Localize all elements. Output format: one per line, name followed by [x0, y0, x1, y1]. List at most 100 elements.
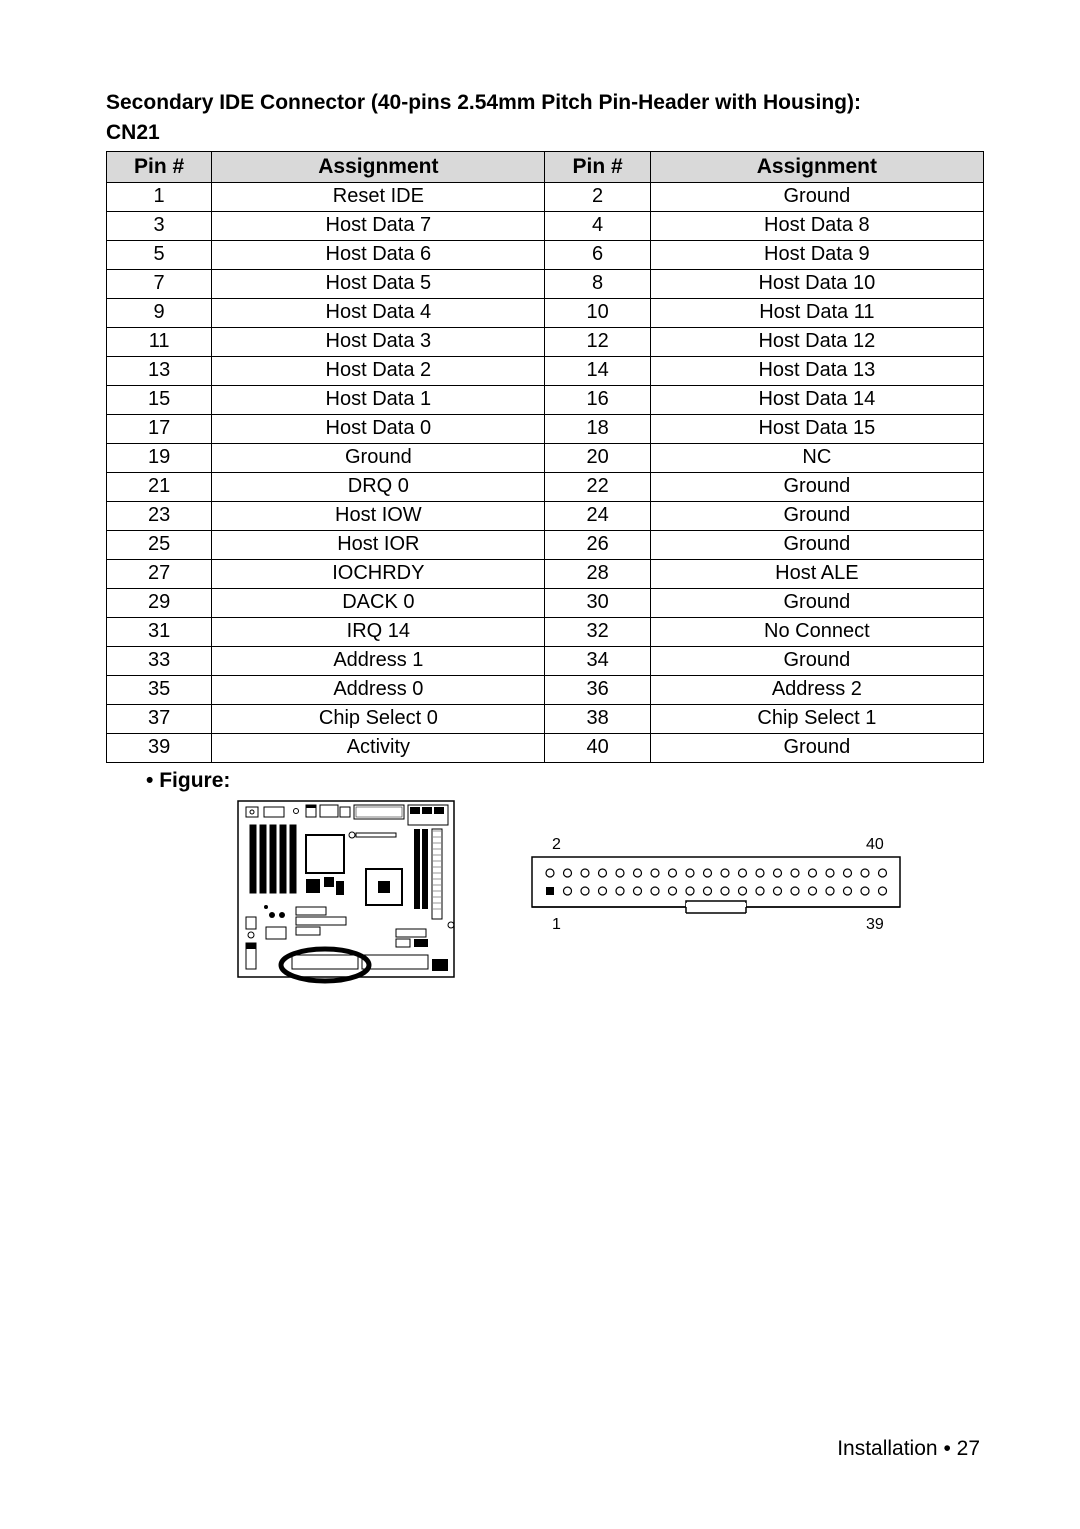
page-footer: Installation • 27 — [837, 1437, 980, 1461]
assignment-cell: Host Data 3 — [212, 327, 545, 356]
pin-cell: 29 — [107, 588, 212, 617]
pin-cell: 9 — [107, 298, 212, 327]
pin-assignment-table: Pin # Assignment Pin # Assignment 1Reset… — [106, 151, 984, 763]
assignment-cell: Host Data 8 — [650, 211, 983, 240]
pin-cell: 19 — [107, 443, 212, 472]
title-line1: Secondary IDE Connector (40-pins 2.54mm … — [106, 91, 861, 114]
assignment-cell: Chip Select 0 — [212, 704, 545, 733]
pin-cell: 13 — [107, 356, 212, 385]
assignment-cell: Ground — [650, 588, 983, 617]
assignment-cell: Activity — [212, 733, 545, 762]
assignment-cell: Address 0 — [212, 675, 545, 704]
figure-row: 240139 — [236, 799, 984, 989]
pin-cell: 35 — [107, 675, 212, 704]
table-row: 39Activity40Ground — [107, 733, 984, 762]
pin-cell: 7 — [107, 269, 212, 298]
pin-cell: 11 — [107, 327, 212, 356]
table-row: 13Host Data 214Host Data 13 — [107, 356, 984, 385]
table-row: 3Host Data 74Host Data 8 — [107, 211, 984, 240]
pin-cell: 26 — [545, 530, 650, 559]
pin-cell: 32 — [545, 617, 650, 646]
motherboard-diagram-icon — [236, 799, 456, 989]
footer-section: Installation — [837, 1437, 937, 1460]
assignment-cell: Host Data 6 — [212, 240, 545, 269]
pin-cell: 37 — [107, 704, 212, 733]
table-row: 27IOCHRDY28Host ALE — [107, 559, 984, 588]
table-row: 1Reset IDE2Ground — [107, 182, 984, 211]
pin-cell: 12 — [545, 327, 650, 356]
assignment-cell: Host IOR — [212, 530, 545, 559]
pin-cell: 36 — [545, 675, 650, 704]
pin-cell: 20 — [545, 443, 650, 472]
pin-cell: 21 — [107, 472, 212, 501]
pin-cell: 2 — [545, 182, 650, 211]
assignment-cell: DRQ 0 — [212, 472, 545, 501]
table-row: 25Host IOR26Ground — [107, 530, 984, 559]
table-row: 9Host Data 410Host Data 11 — [107, 298, 984, 327]
pin-cell: 31 — [107, 617, 212, 646]
assignment-cell: Ground — [650, 501, 983, 530]
table-row: 21DRQ 022Ground — [107, 472, 984, 501]
assignment-cell: Host Data 9 — [650, 240, 983, 269]
table-row: 19Ground20NC — [107, 443, 984, 472]
pin-cell: 27 — [107, 559, 212, 588]
assignment-cell: Host Data 7 — [212, 211, 545, 240]
assignment-cell: Host Data 4 — [212, 298, 545, 327]
pin-cell: 17 — [107, 414, 212, 443]
header-assignment-2: Assignment — [650, 151, 983, 182]
pin-cell: 8 — [545, 269, 650, 298]
pin-cell: 39 — [107, 733, 212, 762]
assignment-cell: IOCHRDY — [212, 559, 545, 588]
svg-text:40: 40 — [866, 836, 884, 853]
page-title: Secondary IDE Connector (40-pins 2.54mm … — [106, 88, 984, 149]
pin-cell: 6 — [545, 240, 650, 269]
pin-cell: 34 — [545, 646, 650, 675]
assignment-cell: Address 2 — [650, 675, 983, 704]
pin-cell: 15 — [107, 385, 212, 414]
assignment-cell: Ground — [650, 530, 983, 559]
pin-cell: 25 — [107, 530, 212, 559]
table-header-row: Pin # Assignment Pin # Assignment — [107, 151, 984, 182]
footer-page: 27 — [957, 1437, 980, 1460]
assignment-cell: Host Data 15 — [650, 414, 983, 443]
pin-cell: 38 — [545, 704, 650, 733]
table-row: 37Chip Select 038Chip Select 1 — [107, 704, 984, 733]
pin-cell: 24 — [545, 501, 650, 530]
table-row: 15Host Data 116Host Data 14 — [107, 385, 984, 414]
pin-cell: 28 — [545, 559, 650, 588]
footer-bullet: • — [943, 1437, 950, 1460]
assignment-cell: Host Data 11 — [650, 298, 983, 327]
table-row: 31IRQ 1432No Connect — [107, 617, 984, 646]
table-row: 7Host Data 58Host Data 10 — [107, 269, 984, 298]
assignment-cell: Host IOW — [212, 501, 545, 530]
figure-label: • Figure: — [146, 769, 984, 793]
title-line2: CN21 — [106, 121, 160, 144]
assignment-cell: IRQ 14 — [212, 617, 545, 646]
assignment-cell: Ground — [650, 646, 983, 675]
assignment-cell: Host Data 13 — [650, 356, 983, 385]
assignment-cell: NC — [650, 443, 983, 472]
pin-cell: 3 — [107, 211, 212, 240]
pin-cell: 30 — [545, 588, 650, 617]
svg-text:39: 39 — [866, 916, 884, 933]
assignment-cell: Host ALE — [650, 559, 983, 588]
pin-cell: 23 — [107, 501, 212, 530]
assignment-cell: Host Data 1 — [212, 385, 545, 414]
pin-cell: 1 — [107, 182, 212, 211]
assignment-cell: Host Data 0 — [212, 414, 545, 443]
assignment-cell: Host Data 14 — [650, 385, 983, 414]
header-pin-2: Pin # — [545, 151, 650, 182]
assignment-cell: Reset IDE — [212, 182, 545, 211]
table-row: 17Host Data 018Host Data 15 — [107, 414, 984, 443]
header-pin-1: Pin # — [107, 151, 212, 182]
header-assignment-1: Assignment — [212, 151, 545, 182]
pin-cell: 10 — [545, 298, 650, 327]
assignment-cell: Host Data 2 — [212, 356, 545, 385]
assignment-cell: Ground — [212, 443, 545, 472]
assignment-cell: Host Data 12 — [650, 327, 983, 356]
assignment-cell: Chip Select 1 — [650, 704, 983, 733]
assignment-cell: DACK 0 — [212, 588, 545, 617]
pin-cell: 5 — [107, 240, 212, 269]
table-row: 5Host Data 66Host Data 9 — [107, 240, 984, 269]
table-row: 23Host IOW24Ground — [107, 501, 984, 530]
